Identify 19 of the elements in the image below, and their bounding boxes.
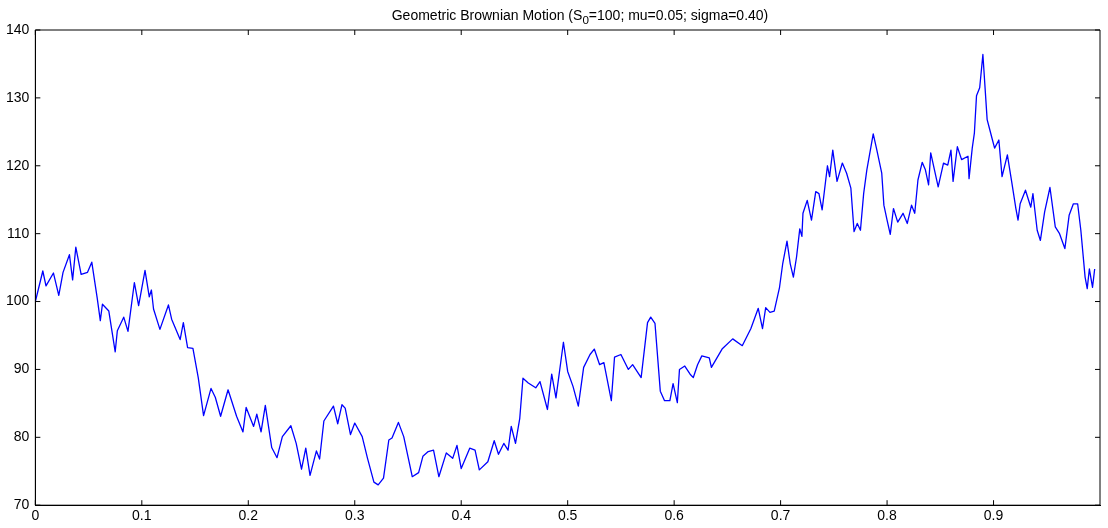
x-tick-label: 0.4 [451, 507, 472, 524]
x-tick-label: 0.2 [238, 507, 259, 524]
x-tick-label: 0.5 [557, 507, 578, 524]
x-tick-label: 0.6 [664, 507, 685, 524]
y-tick-label: 140 [6, 20, 30, 37]
x-tick-label: 0.9 [983, 507, 1004, 524]
y-tick-label: 110 [7, 224, 30, 241]
x-tick-label: 0.7 [770, 507, 791, 524]
x-tick-label: 0.3 [345, 507, 365, 524]
chart-title: Geometric Brownian Motion (S$_{0}$=100; mu=0.05; sigma=0.40) [390, 7, 770, 26]
x-tick-label: 0.8 [877, 507, 898, 524]
y-tick-label: 90 [13, 360, 30, 377]
y-tick-label: 120 [6, 156, 30, 173]
x-tick-label: 0 [31, 507, 40, 524]
y-tick-label: 100 [6, 292, 30, 309]
y-tick-label: 130 [6, 88, 30, 105]
y-tick-label: 80 [13, 428, 30, 445]
y-tick-label: 70 [13, 496, 30, 513]
x-tick-label: 0.1 [132, 507, 152, 524]
